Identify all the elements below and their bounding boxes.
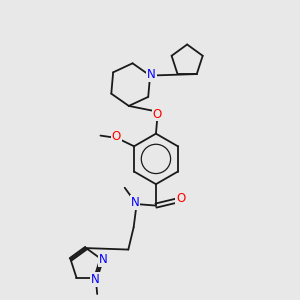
Text: O: O bbox=[153, 107, 162, 121]
Text: O: O bbox=[112, 130, 121, 143]
Text: N: N bbox=[131, 196, 140, 209]
Text: N: N bbox=[91, 273, 100, 286]
Text: N: N bbox=[147, 68, 156, 81]
Text: N: N bbox=[99, 253, 107, 266]
Text: O: O bbox=[176, 192, 185, 205]
